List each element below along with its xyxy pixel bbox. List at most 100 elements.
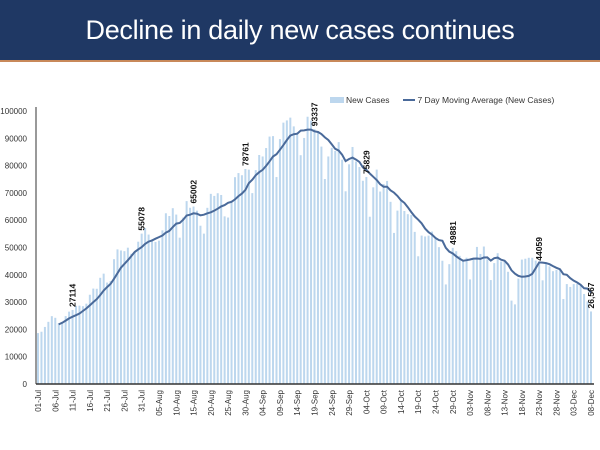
bar — [37, 333, 39, 384]
legend-label: New Cases — [346, 95, 390, 105]
x-tick-label: 18-Nov — [518, 390, 527, 416]
y-tick-label: 60000 — [5, 216, 28, 225]
y-tick-label: 40000 — [5, 271, 28, 280]
data-label: 26,567 — [586, 282, 596, 308]
x-tick-label: 28-Nov — [552, 390, 561, 416]
bar — [434, 238, 437, 384]
bar — [71, 309, 74, 384]
bar — [40, 331, 43, 384]
y-tick-label: 50000 — [5, 244, 28, 253]
bar — [50, 316, 53, 384]
bar — [527, 257, 530, 384]
bar — [479, 253, 482, 384]
bar — [406, 214, 409, 384]
bar — [576, 283, 579, 384]
bar — [247, 169, 250, 384]
bar — [555, 269, 558, 384]
bar — [465, 257, 468, 384]
x-tick-label: 14-Oct — [397, 389, 406, 414]
bar — [116, 249, 119, 384]
bar — [320, 146, 323, 384]
x-tick-label: 09-Oct — [380, 389, 389, 414]
x-tick-label: 10-Aug — [172, 390, 181, 416]
bar — [64, 316, 67, 384]
bar — [579, 285, 582, 384]
bar — [351, 146, 354, 384]
bar — [220, 194, 223, 384]
bar — [147, 234, 150, 384]
x-tick-label: 30-Aug — [241, 390, 250, 416]
bar — [106, 282, 109, 384]
bar — [396, 210, 399, 384]
bar — [88, 294, 91, 384]
bar — [43, 326, 46, 384]
x-tick-label: 13-Nov — [501, 390, 510, 416]
bar — [500, 261, 503, 384]
y-tick-label: 0 — [23, 380, 28, 389]
bar — [348, 164, 351, 384]
x-tick-label: 03-Nov — [466, 390, 475, 416]
x-tick-label: 11-Jul — [69, 390, 78, 411]
bar — [275, 177, 278, 384]
legend-swatch-bar — [330, 97, 344, 103]
x-tick-label: 14-Sep — [293, 389, 302, 415]
bar — [545, 262, 548, 384]
bar — [541, 280, 544, 384]
y-tick-label: 90000 — [5, 134, 28, 143]
bar — [157, 240, 160, 384]
bar — [199, 225, 202, 384]
bar — [234, 177, 237, 384]
y-tick-label: 30000 — [5, 298, 28, 307]
bar — [313, 129, 316, 384]
bar — [441, 260, 444, 384]
bar — [475, 246, 478, 384]
bar — [78, 305, 81, 384]
bar — [493, 263, 496, 384]
legend: New Cases 7 Day Moving Average (New Case… — [330, 95, 554, 105]
bar — [92, 288, 95, 384]
bar — [482, 246, 485, 384]
bar — [503, 261, 506, 384]
data-label: 49881 — [448, 221, 458, 245]
bar — [524, 258, 527, 384]
bar — [265, 148, 268, 384]
bar — [583, 293, 586, 384]
bar — [202, 233, 205, 384]
x-tick-label: 19-Sep — [311, 389, 320, 415]
bar — [448, 264, 451, 384]
bar — [410, 215, 413, 384]
bar — [417, 256, 420, 384]
bar — [562, 299, 565, 384]
x-tick-label: 06-Jul — [51, 390, 60, 412]
bar — [296, 132, 299, 384]
bar — [334, 150, 337, 384]
title-banner: Decline in daily new cases continues — [0, 0, 600, 62]
bar — [216, 193, 219, 384]
bar — [240, 175, 243, 384]
bar — [95, 288, 98, 384]
bar — [282, 122, 285, 385]
bar — [168, 216, 171, 384]
bar — [344, 191, 347, 384]
page-title: Decline in daily new cases continues — [85, 14, 515, 45]
bar — [285, 120, 288, 384]
bar — [586, 301, 589, 384]
data-label: 75829 — [361, 150, 371, 174]
bar — [558, 269, 561, 384]
bar — [444, 284, 447, 384]
legend-item-new-cases: New Cases — [330, 95, 389, 105]
bar — [323, 179, 326, 384]
bar — [164, 213, 167, 384]
y-tick-label: 70000 — [5, 189, 28, 198]
x-tick-label: 03-Dec — [570, 390, 579, 416]
bar — [268, 136, 271, 384]
x-tick-label: 04-Sep — [259, 389, 268, 415]
bar — [99, 277, 102, 384]
bar — [379, 191, 382, 384]
bar — [81, 306, 84, 384]
x-tick-label: 23-Nov — [535, 390, 544, 416]
bar — [337, 142, 340, 384]
bar — [209, 193, 212, 384]
bar — [126, 247, 129, 384]
